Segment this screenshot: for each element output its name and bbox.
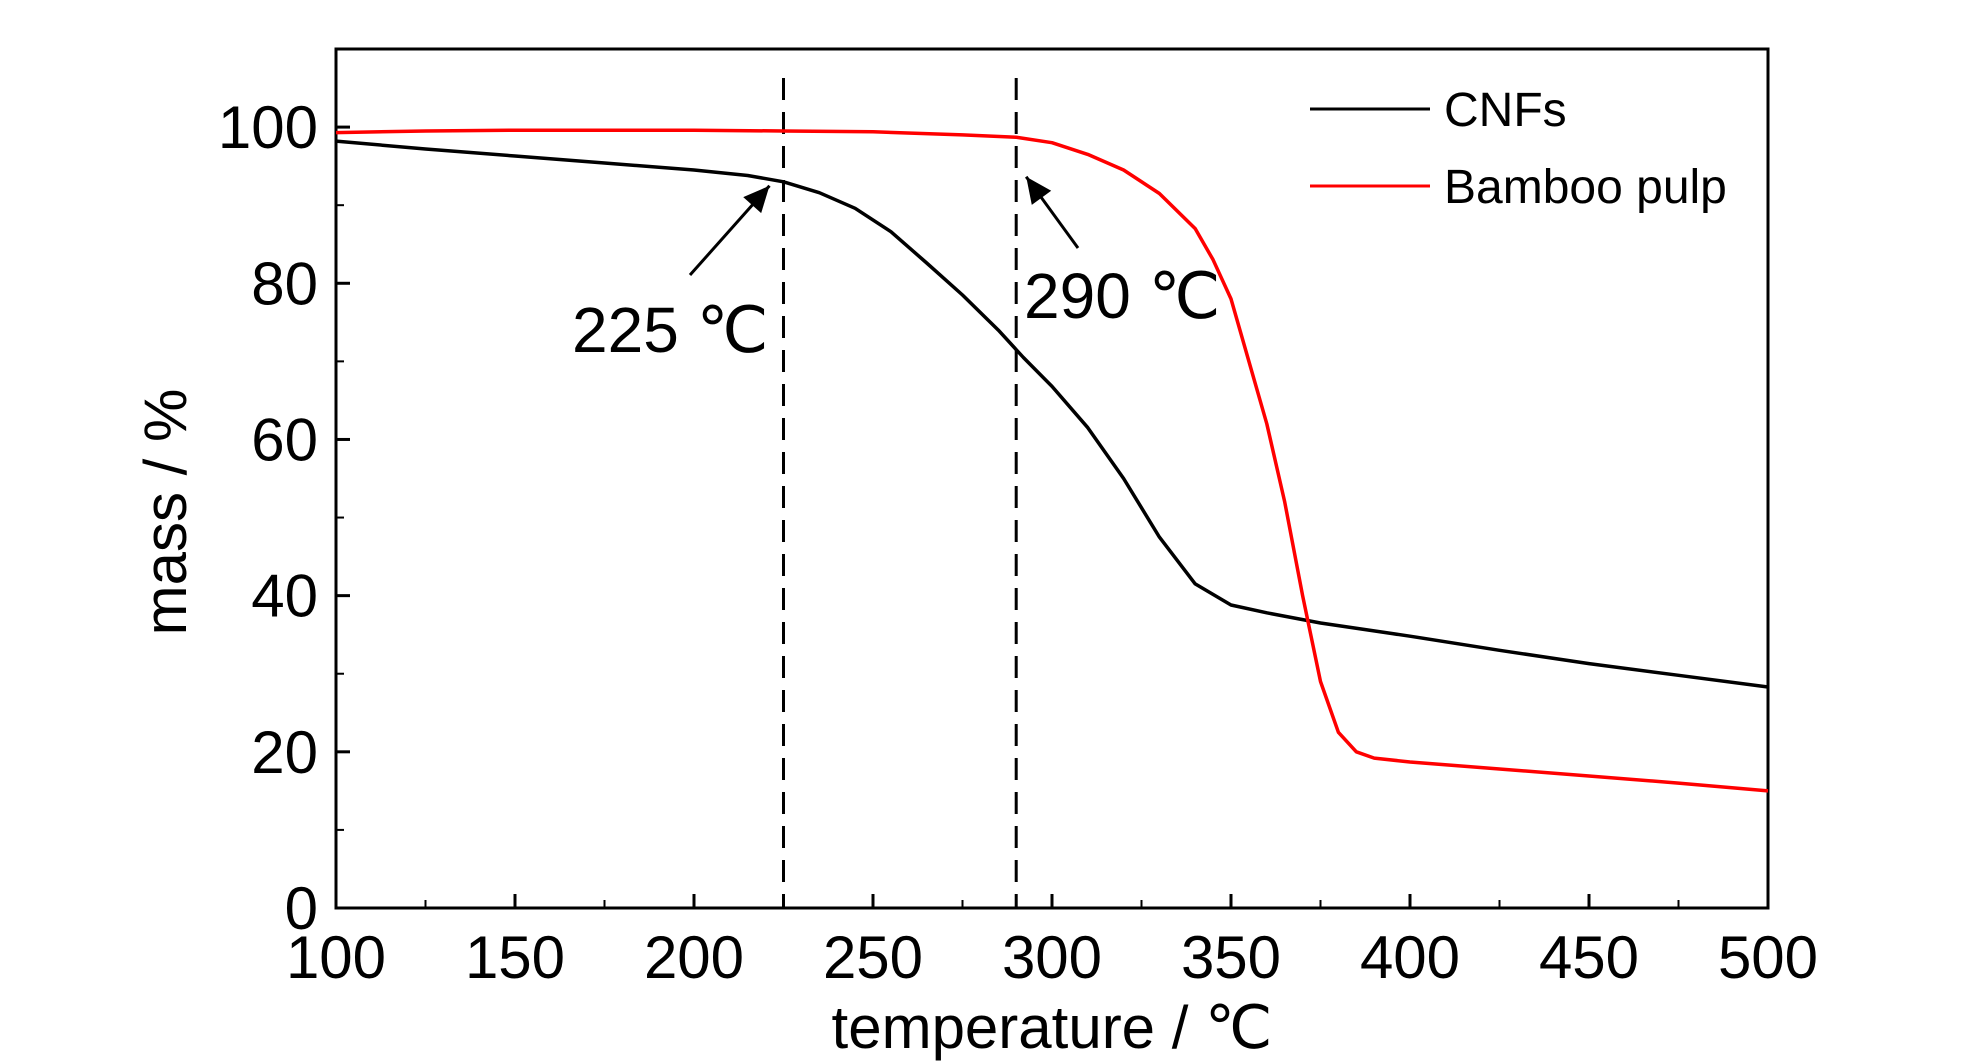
x-tick-label: 350 <box>1181 924 1281 991</box>
y-axis-title: mass / % <box>132 389 199 636</box>
annotations-layer: 225 ℃ 290 ℃ <box>572 175 1220 366</box>
x-tick-label: 500 <box>1718 924 1818 991</box>
annotation-225-arrow-head <box>743 185 770 214</box>
reference-lines <box>782 78 1018 908</box>
series-line-bamboo-pulp <box>335 128 1769 793</box>
series-layer <box>335 128 1769 793</box>
annotation-290-arrow-head <box>1026 176 1052 205</box>
y-tick-label: 60 <box>251 406 318 473</box>
x-axis-title: temperature / ℃ <box>832 994 1273 1061</box>
legend-label-cnfs: CNFs <box>1444 84 1567 137</box>
x-tick-label: 300 <box>1002 924 1102 991</box>
x-tick-label: 400 <box>1360 924 1460 991</box>
series-line-cnfs <box>335 139 1769 689</box>
y-tick-label: 0 <box>285 875 318 942</box>
x-tick-label: 250 <box>823 924 923 991</box>
x-tick-label: 150 <box>465 924 565 991</box>
x-tick-label: 450 <box>1539 924 1639 991</box>
ticks-layer <box>334 48 1770 910</box>
legend-label-bamboo-pulp: Bamboo pulp <box>1444 161 1727 214</box>
x-tick-label: 100 <box>286 924 386 991</box>
y-tick-label: 80 <box>251 250 318 317</box>
y-tick-label: 20 <box>251 719 318 786</box>
y-tick-label: 40 <box>251 563 318 630</box>
annotation-290-label: 290 ℃ <box>1024 260 1220 332</box>
x-tick-labels: 100 150 200 250 300 350 400 450 500 <box>286 924 1818 991</box>
legend: CNFs Bamboo pulp <box>1310 84 1727 214</box>
y-tick-label: 100 <box>218 94 318 161</box>
y-tick-labels: 0 20 40 60 80 100 <box>218 94 318 942</box>
annotation-225-label: 225 ℃ <box>572 294 768 366</box>
x-tick-label: 200 <box>644 924 744 991</box>
